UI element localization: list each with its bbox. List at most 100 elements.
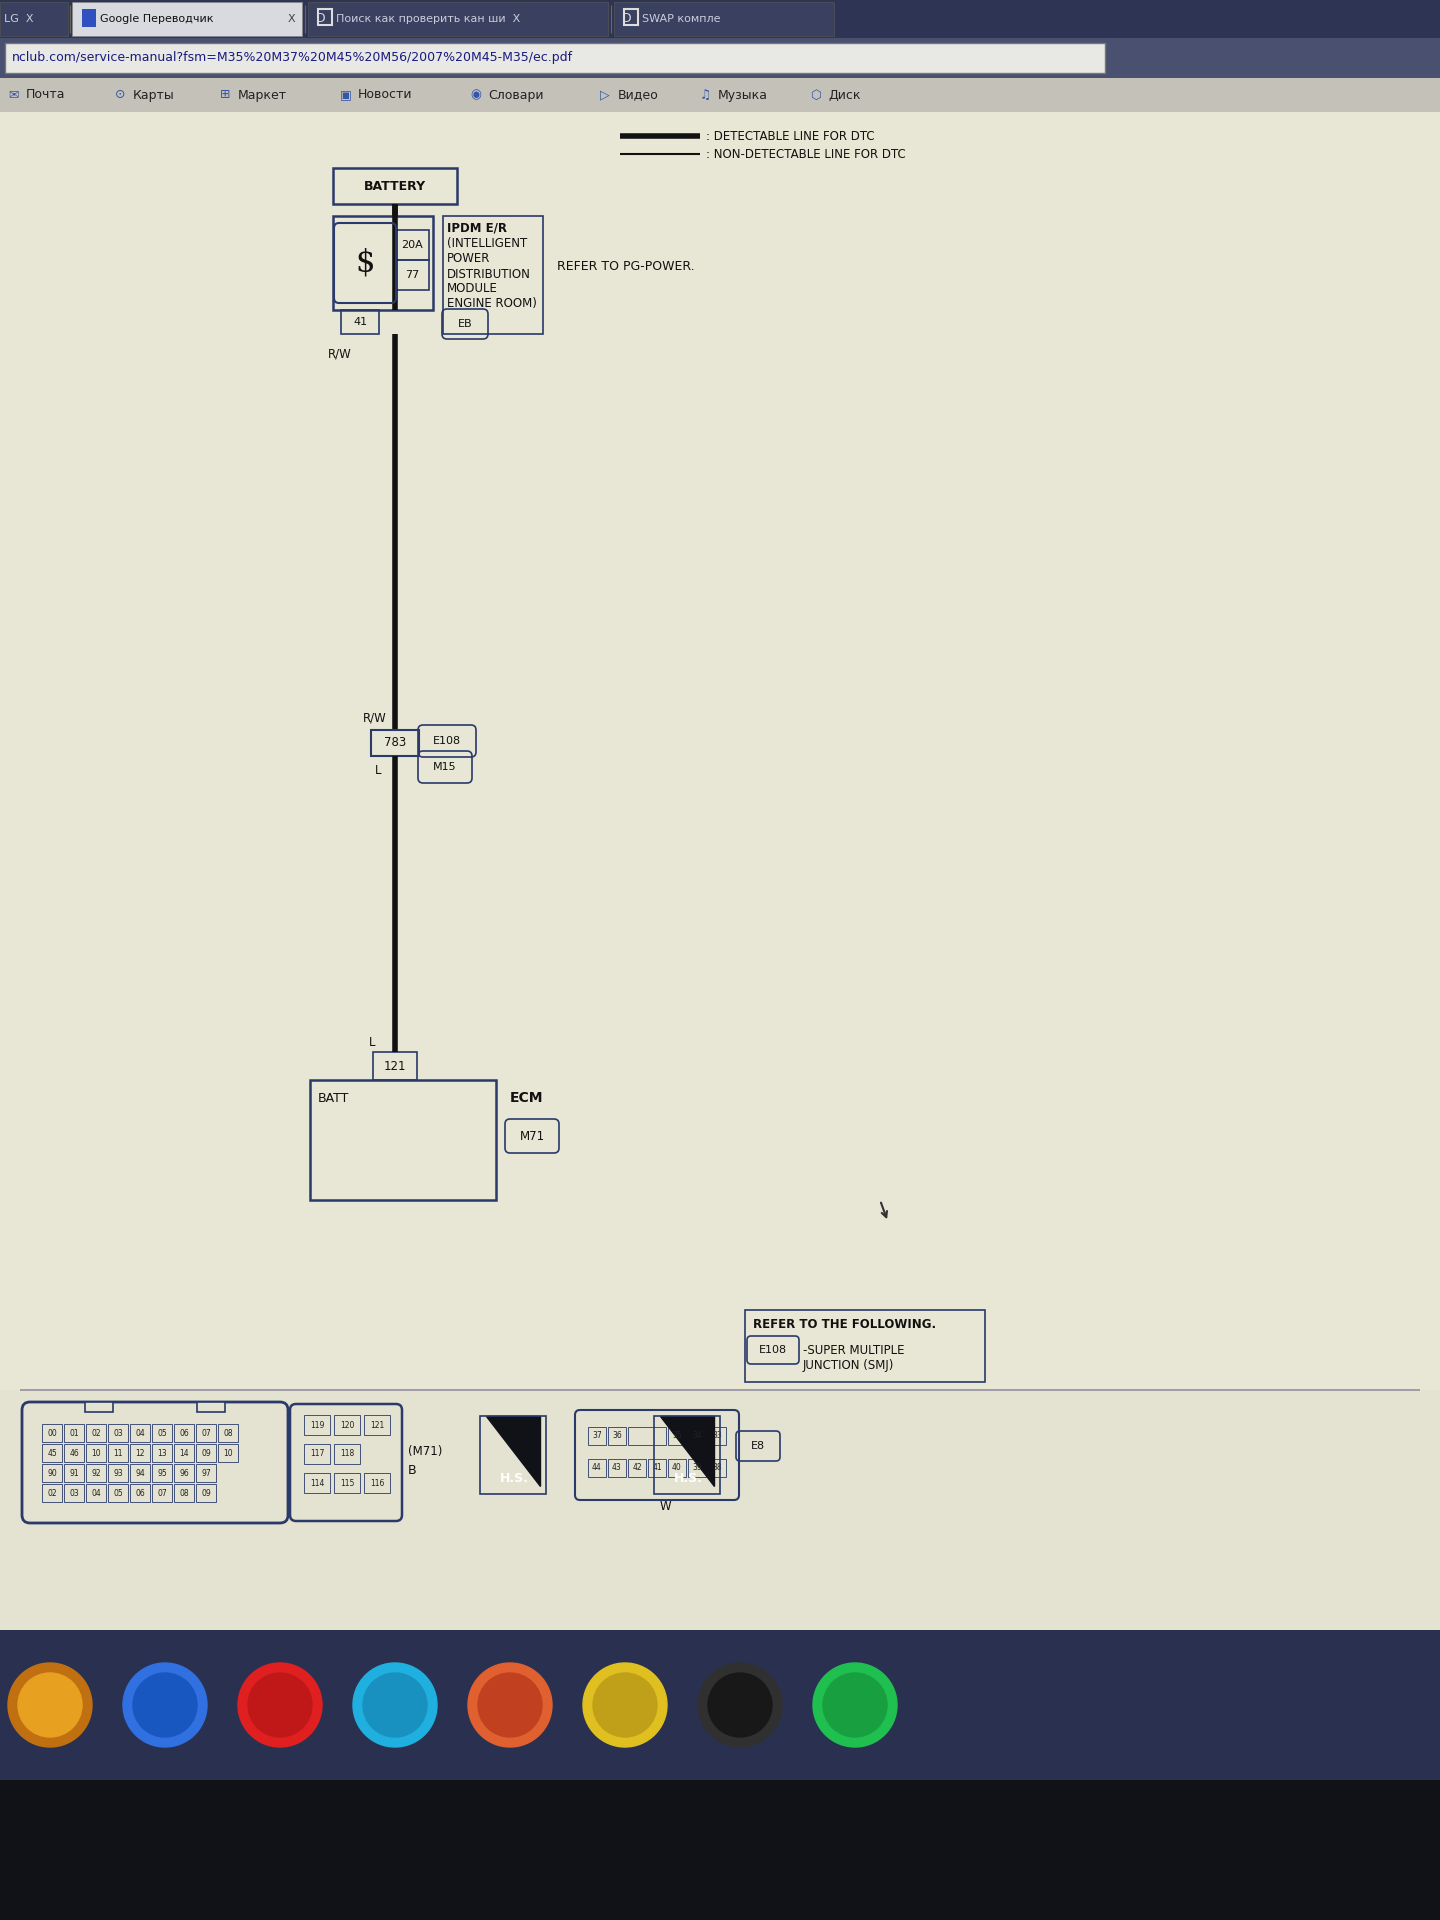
- Text: H.S.: H.S.: [500, 1471, 528, 1484]
- Text: L: L: [374, 764, 382, 776]
- Text: JUNCTION (SMJ): JUNCTION (SMJ): [804, 1359, 894, 1373]
- Text: 43: 43: [612, 1463, 622, 1473]
- Text: Словари: Словари: [488, 88, 543, 102]
- Bar: [108, 1463, 128, 1482]
- Polygon shape: [487, 1417, 540, 1486]
- Bar: [668, 1459, 685, 1476]
- Bar: [624, 10, 638, 25]
- Circle shape: [583, 1663, 667, 1747]
- Text: Маркет: Маркет: [238, 88, 287, 102]
- Text: ⊞: ⊞: [220, 88, 230, 102]
- Text: 14: 14: [179, 1448, 189, 1457]
- Text: POWER: POWER: [446, 253, 491, 265]
- Text: Google Переводчик: Google Переводчик: [99, 13, 213, 25]
- Bar: [86, 1425, 107, 1442]
- Bar: [63, 1463, 84, 1482]
- Text: 121: 121: [383, 1060, 406, 1073]
- Bar: [668, 1427, 685, 1446]
- Text: : NON-DETECTABLE LINE FOR DTC: : NON-DETECTABLE LINE FOR DTC: [706, 148, 906, 161]
- Text: Музыка: Музыка: [719, 88, 768, 102]
- Bar: [42, 1444, 62, 1461]
- Bar: [196, 1444, 216, 1461]
- Bar: [174, 1463, 194, 1482]
- Bar: [0, 2, 68, 36]
- Text: E8: E8: [750, 1442, 765, 1452]
- Text: 117: 117: [310, 1450, 324, 1459]
- Bar: [0, 38, 1440, 79]
- Text: 114: 114: [310, 1478, 324, 1488]
- Text: Поиск как проверить кан ши  X: Поиск как проверить кан ши X: [336, 13, 520, 25]
- Text: ♫: ♫: [700, 88, 711, 102]
- Text: D: D: [315, 13, 325, 25]
- Bar: [304, 1444, 330, 1463]
- Bar: [130, 1463, 150, 1482]
- Text: 42: 42: [632, 1463, 642, 1473]
- Bar: [153, 1463, 171, 1482]
- Bar: [153, 1484, 171, 1501]
- Text: 02: 02: [91, 1428, 101, 1438]
- Circle shape: [698, 1663, 782, 1747]
- Bar: [333, 217, 433, 309]
- Text: 35: 35: [672, 1432, 683, 1440]
- Bar: [333, 169, 456, 204]
- Text: 36: 36: [612, 1432, 622, 1440]
- Circle shape: [238, 1663, 323, 1747]
- Circle shape: [824, 1672, 887, 1738]
- Text: E108: E108: [759, 1346, 788, 1356]
- Bar: [688, 1427, 706, 1446]
- Circle shape: [17, 1672, 82, 1738]
- Bar: [130, 1425, 150, 1442]
- Text: 02: 02: [48, 1488, 56, 1498]
- Text: 10: 10: [91, 1448, 101, 1457]
- Text: 06: 06: [179, 1428, 189, 1438]
- Text: 95: 95: [157, 1469, 167, 1478]
- Circle shape: [468, 1663, 552, 1747]
- Text: 39: 39: [693, 1463, 701, 1473]
- Text: 119: 119: [310, 1421, 324, 1430]
- Bar: [588, 1459, 606, 1476]
- Text: 34: 34: [693, 1432, 701, 1440]
- Bar: [654, 1417, 720, 1494]
- Bar: [334, 1473, 360, 1494]
- Bar: [130, 1444, 150, 1461]
- Text: MODULE: MODULE: [446, 282, 498, 296]
- Text: IPDM E/R: IPDM E/R: [446, 221, 507, 234]
- Circle shape: [9, 1663, 92, 1747]
- Bar: [63, 1484, 84, 1501]
- Text: SWAP компле: SWAP компле: [642, 13, 720, 25]
- Text: 11: 11: [114, 1448, 122, 1457]
- Bar: [0, 79, 1440, 111]
- Bar: [196, 1484, 216, 1501]
- Bar: [334, 1415, 360, 1434]
- Bar: [217, 1425, 238, 1442]
- Bar: [153, 1444, 171, 1461]
- Bar: [364, 1473, 390, 1494]
- Text: M15: M15: [433, 762, 456, 772]
- Text: R/W: R/W: [363, 712, 387, 724]
- Text: 77: 77: [405, 271, 419, 280]
- Text: DISTRIBUTION: DISTRIBUTION: [446, 267, 531, 280]
- Text: : DETECTABLE LINE FOR DTC: : DETECTABLE LINE FOR DTC: [706, 129, 874, 142]
- Bar: [318, 10, 333, 25]
- Text: 37: 37: [592, 1432, 602, 1440]
- Text: 01: 01: [69, 1428, 79, 1438]
- Bar: [308, 2, 608, 36]
- Text: 33: 33: [713, 1432, 721, 1440]
- Text: 118: 118: [340, 1450, 354, 1459]
- Text: Видео: Видео: [618, 88, 658, 102]
- Bar: [648, 1459, 665, 1476]
- Bar: [708, 1459, 726, 1476]
- Text: ▣: ▣: [340, 88, 351, 102]
- Bar: [444, 217, 543, 334]
- Circle shape: [353, 1663, 436, 1747]
- Text: Карты: Карты: [132, 88, 174, 102]
- Text: 07: 07: [202, 1428, 210, 1438]
- Bar: [4, 42, 1104, 73]
- Text: 90: 90: [48, 1469, 56, 1478]
- Text: 08: 08: [223, 1428, 233, 1438]
- Bar: [196, 1463, 216, 1482]
- Text: 13: 13: [157, 1448, 167, 1457]
- Text: 46: 46: [69, 1448, 79, 1457]
- Text: nclub.com/service-manual?fsm=M35%20M37%20M45%20M56/2007%20M45-M35/ec.pdf: nclub.com/service-manual?fsm=M35%20M37%2…: [12, 52, 573, 65]
- Text: 04: 04: [135, 1428, 145, 1438]
